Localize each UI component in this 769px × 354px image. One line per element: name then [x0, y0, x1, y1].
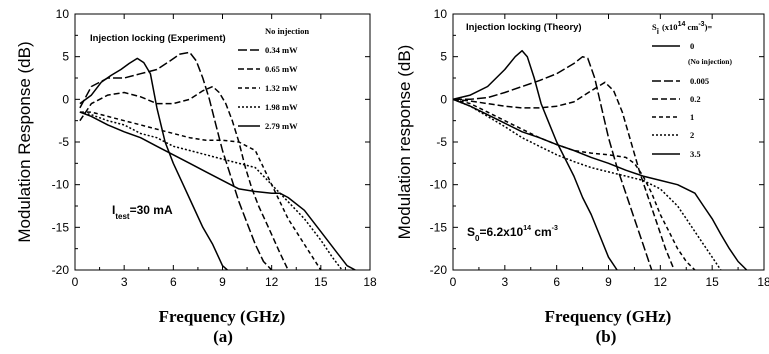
y-tick-label: 5 [62, 50, 69, 64]
legend-label: 0.2 [690, 94, 701, 104]
y-tick-label: -10 [430, 178, 448, 192]
x-tick-label: 18 [363, 275, 377, 289]
x-tick-label: 12 [654, 275, 668, 289]
series-lines-b [453, 49, 748, 270]
y-tick-labels-b: 10 5 0 -5 -10 -15 -20 [430, 7, 448, 277]
legend-header-end: )= [705, 22, 713, 32]
annotation-a-main: I [112, 203, 115, 217]
x-tick-label: 3 [121, 275, 128, 289]
legend-label: 1.32 mW [265, 83, 298, 93]
legend-label: No injection [265, 26, 309, 36]
panel-label-b: (b) [596, 327, 617, 346]
annotation-b-sub: 0 [475, 234, 480, 243]
y-axis-label-b: Modulation response (dB) [395, 45, 414, 240]
series-line [79, 51, 273, 270]
annotation-a-sub: test [115, 212, 130, 221]
annotation-b-sup: 14 [523, 225, 531, 232]
legend-label: 2.79 mW [265, 121, 298, 131]
x-tick-labels-b: 0 3 6 9 12 15 18 [450, 275, 769, 289]
y-tick-labels-a: 10 5 0 -5 -10 -15 -20 [52, 7, 70, 277]
legend-header-sub: i [657, 27, 659, 36]
annotation-b-unit-sup: -3 [552, 225, 558, 232]
legend-header-symbol: S [652, 22, 657, 32]
y-tick-label: -15 [430, 220, 448, 234]
legend-label: 2 [690, 130, 694, 140]
annotation-b: S0=6.2x1014 cm-3 [467, 225, 558, 243]
chart-title-b: Injection locking (Theory) [466, 22, 582, 33]
legend-label: 3.5 [690, 149, 701, 159]
panel-a: 10 5 0 -5 -10 -15 -20 0 3 6 9 12 15 18 Modulation Re… [15, 7, 377, 346]
series-line [79, 111, 322, 270]
legend-label: 0.34 mW [265, 45, 298, 55]
legend-header-sup: 14 [678, 21, 686, 28]
legend-header-paren: (x10 [662, 22, 678, 32]
legend-label: 0.005 [690, 76, 709, 86]
x-tick-label: 6 [170, 275, 177, 289]
x-tick-label: 9 [219, 275, 226, 289]
chart-title-a: Injection locking (Experiment) [90, 33, 226, 44]
y-tick-label: 10 [434, 7, 448, 21]
y-tick-label: -20 [52, 263, 70, 277]
series-line [79, 111, 356, 270]
panel-label-a: (a) [213, 327, 233, 346]
legend-header-unit: cm [685, 22, 698, 32]
annotation-a: Itest=30 mA [112, 203, 173, 221]
y-tick-label: -5 [436, 135, 447, 149]
legend-header-b: Si (x1014 cm-3)= [652, 21, 712, 36]
y-tick-label: -10 [52, 178, 70, 192]
series-lines-a [79, 51, 356, 270]
series-line [453, 98, 696, 270]
plot-frame-a [74, 13, 371, 271]
y-tick-label: -20 [430, 263, 448, 277]
x-tick-label: 6 [553, 275, 560, 289]
y-tick-label: -5 [58, 135, 69, 149]
annotation-b-mid: =6.2x10 [479, 225, 523, 239]
series-line [453, 55, 653, 270]
legend-note-b: (No injection) [688, 57, 732, 66]
y-tick-label: 10 [56, 7, 70, 21]
legend-a: No injection 0.34 mW 0.65 mW 1.32 mW 1.98 mW… [238, 26, 309, 131]
legend-label: 1.98 mW [265, 102, 298, 112]
y-tick-label: 0 [62, 92, 69, 106]
series-line [79, 57, 228, 270]
x-axis-label-a: Frequency (GHz) [159, 307, 286, 326]
annotation-b-main: S [467, 225, 475, 239]
x-tick-label: 15 [314, 275, 328, 289]
x-tick-label: 12 [265, 275, 279, 289]
series-line [453, 98, 722, 270]
legend-label: 0 [690, 41, 694, 51]
x-tick-label: 18 [757, 275, 769, 289]
annotation-b-unit: cm [531, 225, 552, 239]
x-axis-label-b: Frequency (GHz) [545, 307, 672, 326]
x-tick-label: 3 [501, 275, 508, 289]
legend-label: 1 [690, 112, 694, 122]
y-axis-label-a: Modulation Response (dB) [15, 41, 34, 242]
y-tick-label: -15 [52, 220, 70, 234]
x-tick-label: 0 [72, 275, 79, 289]
series-line [79, 111, 343, 270]
legend-label: 0.65 mW [265, 64, 298, 74]
x-tick-label: 15 [705, 275, 719, 289]
series-line [453, 98, 748, 270]
series-line [453, 81, 675, 270]
x-tick-labels-a: 0 3 6 9 12 15 18 [72, 275, 377, 289]
series-line [79, 85, 289, 270]
tick-marks-b [452, 13, 765, 271]
series-line [453, 49, 618, 270]
legend-b: 0 0.005 0.2 1 2 3.5 [652, 41, 709, 159]
x-tick-label: 0 [450, 275, 457, 289]
tick-marks-a [74, 13, 371, 271]
x-tick-label: 9 [605, 275, 612, 289]
y-tick-label: 5 [440, 50, 447, 64]
y-tick-label: 0 [440, 92, 447, 106]
annotation-a-rest: =30 mA [130, 203, 173, 217]
legend-header-unit-sup: -3 [698, 21, 704, 28]
